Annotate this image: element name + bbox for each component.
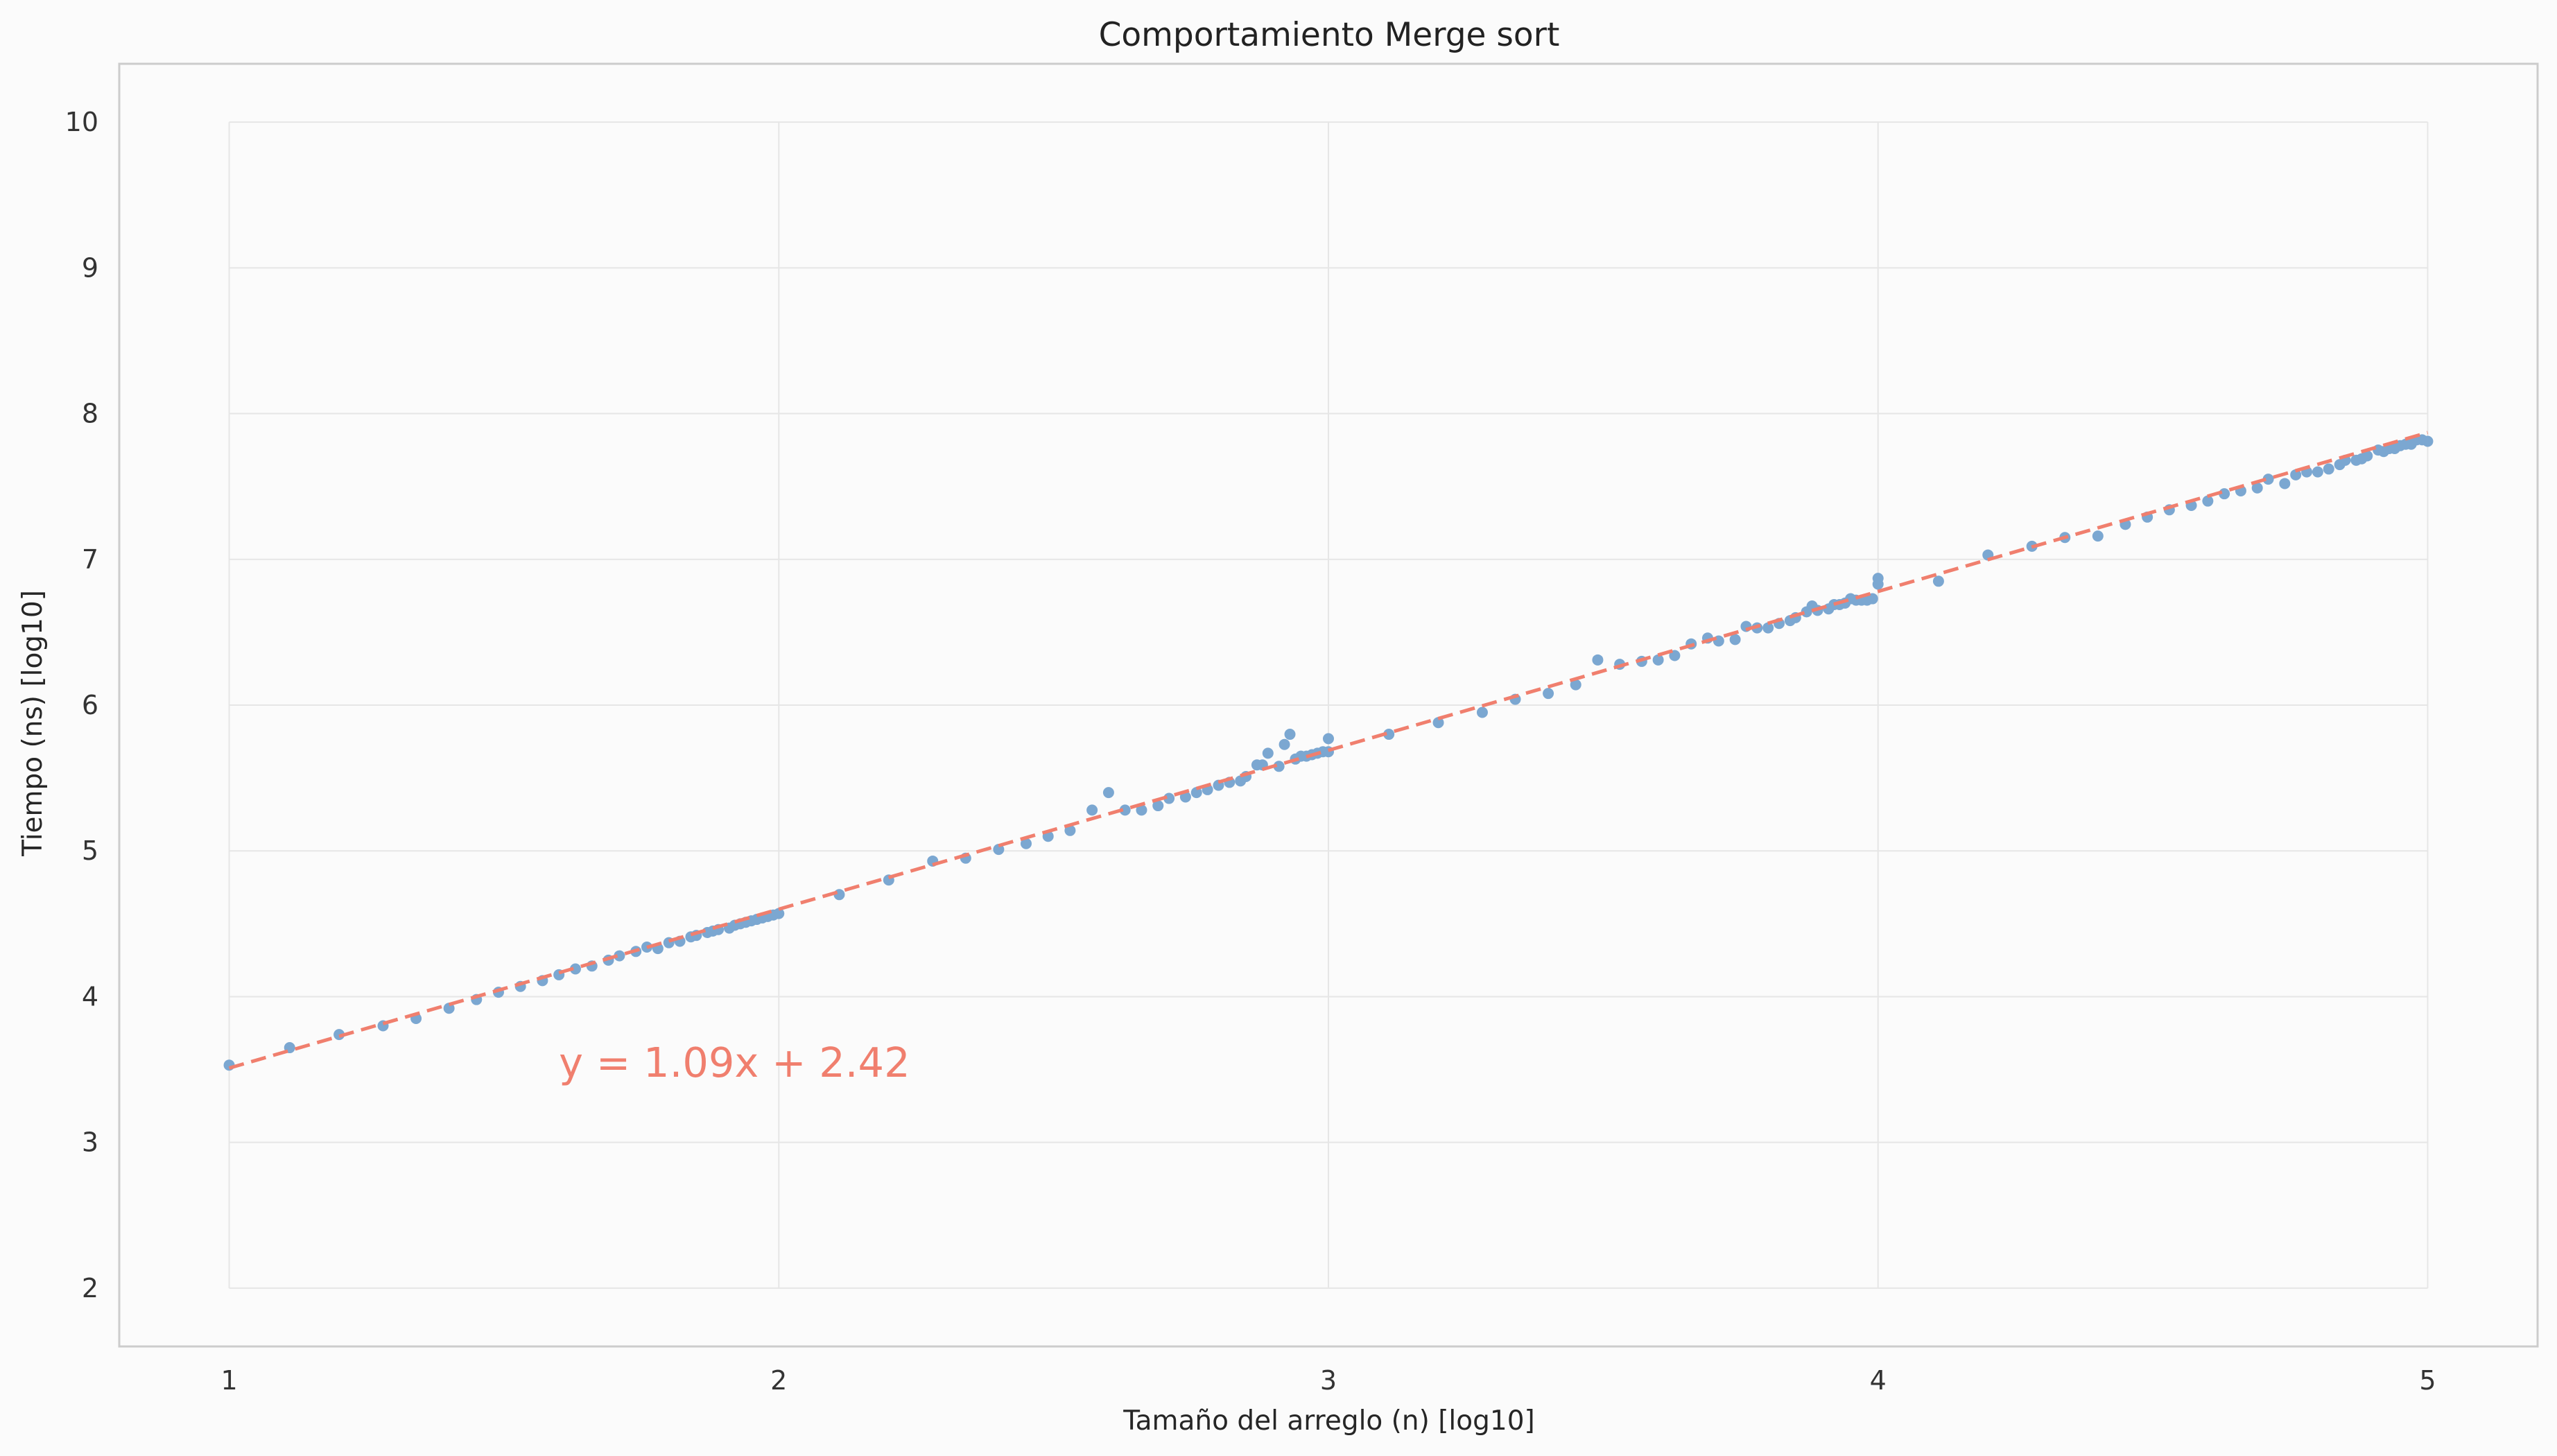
data-point (2202, 495, 2214, 507)
y-tick-label: 5 (82, 835, 98, 866)
data-point (1119, 804, 1131, 816)
y-tick-label: 8 (82, 399, 98, 429)
plot-area (118, 62, 2539, 1348)
x-tick-labels: 1 2 3 4 5 (220, 1365, 2436, 1396)
data-point (993, 844, 1005, 856)
data-point (1432, 717, 1444, 729)
data-point (1652, 654, 1664, 666)
chart-title: Comportamiento Merge sort (1099, 16, 1560, 54)
data-point (1021, 838, 1032, 849)
data-point (1729, 634, 1741, 645)
data-point (1064, 824, 1076, 836)
data-point (1102, 787, 1114, 799)
data-point (1273, 761, 1285, 772)
data-point (1570, 679, 1581, 691)
y-tick-label: 2 (82, 1273, 98, 1303)
y-tick-label: 3 (82, 1127, 98, 1158)
data-point (614, 950, 625, 962)
data-point (1190, 787, 1202, 799)
data-point (1383, 729, 1395, 740)
x-tick-label: 3 (1320, 1365, 1337, 1396)
data-point (2251, 482, 2263, 494)
data-point (1762, 622, 1774, 634)
regression-fit-line (228, 431, 2429, 1070)
y-tick-label: 4 (82, 981, 98, 1012)
grid-lines (228, 121, 2429, 1289)
data-point (1476, 707, 1488, 718)
x-tick-label: 1 (220, 1365, 237, 1396)
data-point (1284, 729, 1296, 740)
y-tick-label: 10 (65, 107, 98, 137)
data-point (1592, 654, 1604, 666)
data-point (2262, 474, 2274, 485)
data-point (1866, 593, 1878, 605)
data-point (2290, 469, 2302, 480)
y-tick-label: 7 (82, 544, 98, 575)
data-point (569, 963, 581, 975)
data-point (2361, 450, 2373, 462)
x-tick-label: 5 (2419, 1365, 2436, 1396)
fit-equation-annotation: y = 1.09x + 2.42 (559, 1039, 910, 1086)
data-point (1932, 575, 1944, 587)
data-point (2312, 466, 2323, 478)
y-tick-label: 9 (82, 252, 98, 283)
x-tick-label: 2 (770, 1365, 787, 1396)
data-point (773, 908, 785, 919)
x-tick-label: 4 (1870, 1365, 1887, 1396)
data-point (2422, 435, 2434, 447)
data-point (1278, 738, 1290, 750)
data-point (2092, 530, 2104, 542)
y-tick-label: 6 (82, 690, 98, 720)
data-point (1086, 804, 1098, 816)
data-point (1543, 688, 1554, 700)
y-axis-label: Tiempo (ns) [log10] (17, 590, 49, 857)
data-point (443, 1003, 455, 1014)
x-axis-label: Tamaño del arreglo (n) [log10] (1123, 1405, 1534, 1437)
data-point (1872, 573, 1884, 584)
data-point (1152, 800, 1164, 812)
data-point (1136, 804, 1147, 816)
y-tick-labels: 2 3 4 5 6 7 8 9 10 (65, 107, 98, 1303)
data-point (2323, 463, 2334, 475)
data-point (1262, 747, 1274, 759)
data-point (2279, 478, 2291, 489)
data-point (1323, 733, 1334, 745)
